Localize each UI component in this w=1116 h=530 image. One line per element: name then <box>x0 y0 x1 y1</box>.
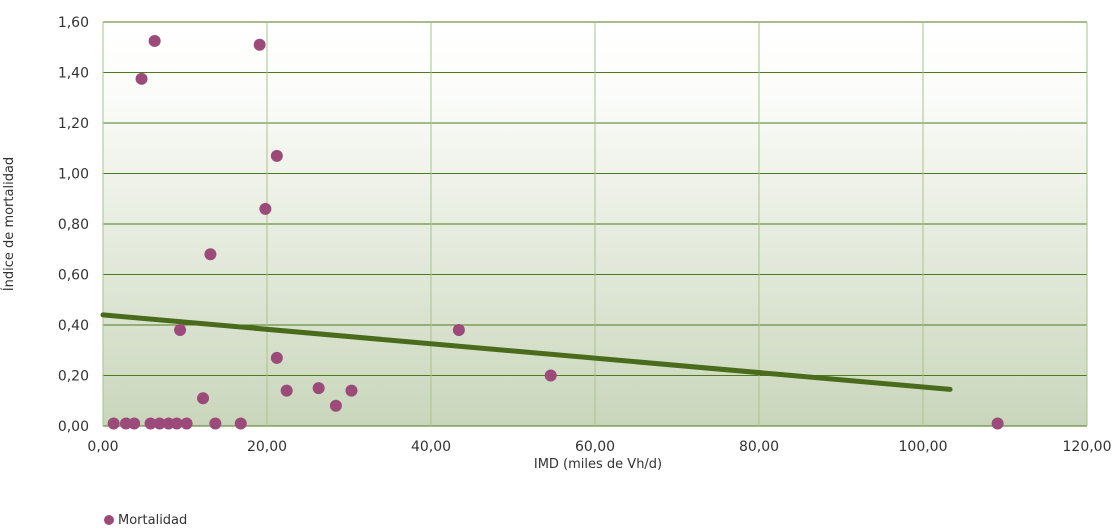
data-point <box>107 417 120 430</box>
x-axis-title: IMD (miles de Vh/d) <box>534 457 662 472</box>
x-tick-label: 80,00 <box>739 439 779 455</box>
data-point <box>180 417 193 430</box>
y-tick-label: 0,00 <box>58 419 89 435</box>
data-point <box>135 72 148 85</box>
legend: Mortalidad <box>104 511 187 529</box>
x-tick-label: 120,00 <box>1063 439 1112 455</box>
data-point <box>234 417 247 430</box>
x-tick-label: 0,00 <box>87 439 118 455</box>
data-point <box>119 417 132 430</box>
data-point <box>197 392 210 405</box>
y-tick-label: 0,80 <box>58 217 89 233</box>
trend-line <box>100 312 953 392</box>
data-point <box>991 417 1004 430</box>
y-tick-label: 0,60 <box>58 268 89 284</box>
data-point <box>329 399 342 412</box>
data-point <box>270 351 283 364</box>
data-point <box>128 417 141 430</box>
data-point <box>148 34 161 47</box>
data-point <box>544 369 557 382</box>
x-tick-label: 100,00 <box>899 439 948 455</box>
y-tick-label: 0,40 <box>58 318 89 334</box>
x-tick-label: 60,00 <box>575 439 615 455</box>
x-tick-label: 20,00 <box>247 439 287 455</box>
data-point <box>452 324 465 337</box>
x-tick-labels: 0,00 20,00 40,00 60,00 80,00 100,00 120,00 <box>87 439 1111 455</box>
data-point <box>204 248 217 261</box>
data-point <box>345 384 358 397</box>
data-point <box>312 382 325 395</box>
data-point <box>162 417 175 430</box>
gridlines <box>102 21 1088 427</box>
scatter-chart: 0,00 0,20 0,40 0,60 0,80 1,00 1,20 1,40 1,60 0,0… <box>1 15 1112 472</box>
y-tick-label: 0,20 <box>58 369 89 385</box>
data-points <box>107 34 1004 430</box>
data-point <box>280 384 293 397</box>
y-tick-label: 1,60 <box>58 15 89 31</box>
y-tick-label: 1,20 <box>58 116 89 132</box>
data-point <box>174 324 187 337</box>
y-tick-labels: 0,00 0,20 0,40 0,60 0,80 1,00 1,20 1,40 1,60 <box>58 15 89 435</box>
y-axis-title: Índice de mortalidad <box>1 157 17 291</box>
data-point <box>153 417 166 430</box>
legend-marker <box>104 515 114 525</box>
legend-label: Mortalidad <box>118 512 188 528</box>
data-point <box>209 417 222 430</box>
data-point <box>270 149 283 162</box>
y-tick-label: 1,00 <box>58 167 89 183</box>
data-point <box>170 417 183 430</box>
y-tick-label: 1,40 <box>58 66 89 82</box>
data-point <box>259 202 272 215</box>
x-tick-label: 40,00 <box>411 439 451 455</box>
data-point <box>253 38 266 51</box>
data-point <box>144 417 157 430</box>
